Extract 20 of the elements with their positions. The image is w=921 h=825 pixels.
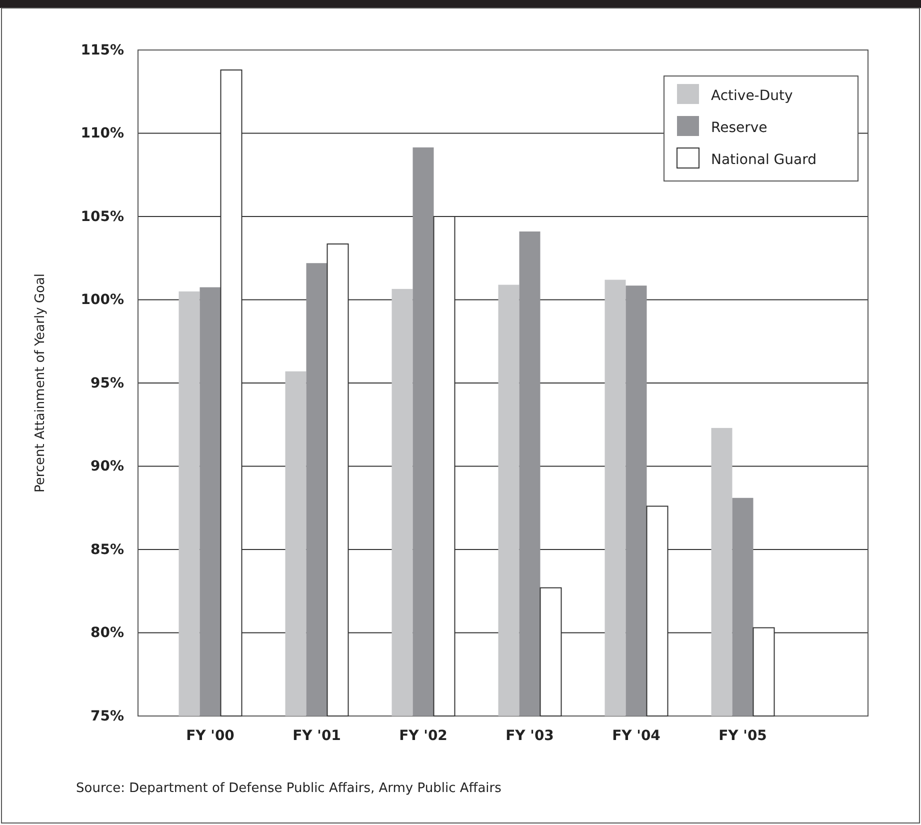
y-tick-label: 115% — [80, 42, 124, 58]
x-tick-label: FY '02 — [399, 728, 448, 744]
y-tick-label: 95% — [90, 375, 124, 392]
y-axis-title: Percent Attainment of Yearly Goal — [33, 273, 48, 493]
y-tick-label: 90% — [90, 458, 124, 475]
legend-label: Active-Duty — [711, 88, 793, 104]
y-tick-label: 85% — [90, 542, 124, 558]
x-tick-label: FY '04 — [612, 728, 661, 744]
legend-label: National Guard — [711, 152, 816, 168]
y-tick-label: 80% — [90, 625, 124, 642]
x-tick-label: FY '01 — [292, 728, 341, 744]
y-tick-label: 105% — [80, 208, 124, 225]
y-tick-label: 75% — [90, 708, 124, 724]
legend-label: Reserve — [711, 120, 768, 136]
source-note: Source: Department of Defense Public Affairs, Army Public Affairs — [76, 781, 502, 796]
x-tick-label: FY '03 — [506, 728, 554, 744]
x-tick-label: FY '00 — [186, 728, 235, 744]
y-tick-label: 110% — [80, 126, 124, 142]
y-tick-label: 100% — [80, 292, 124, 308]
x-tick-label: FY '05 — [718, 728, 767, 744]
